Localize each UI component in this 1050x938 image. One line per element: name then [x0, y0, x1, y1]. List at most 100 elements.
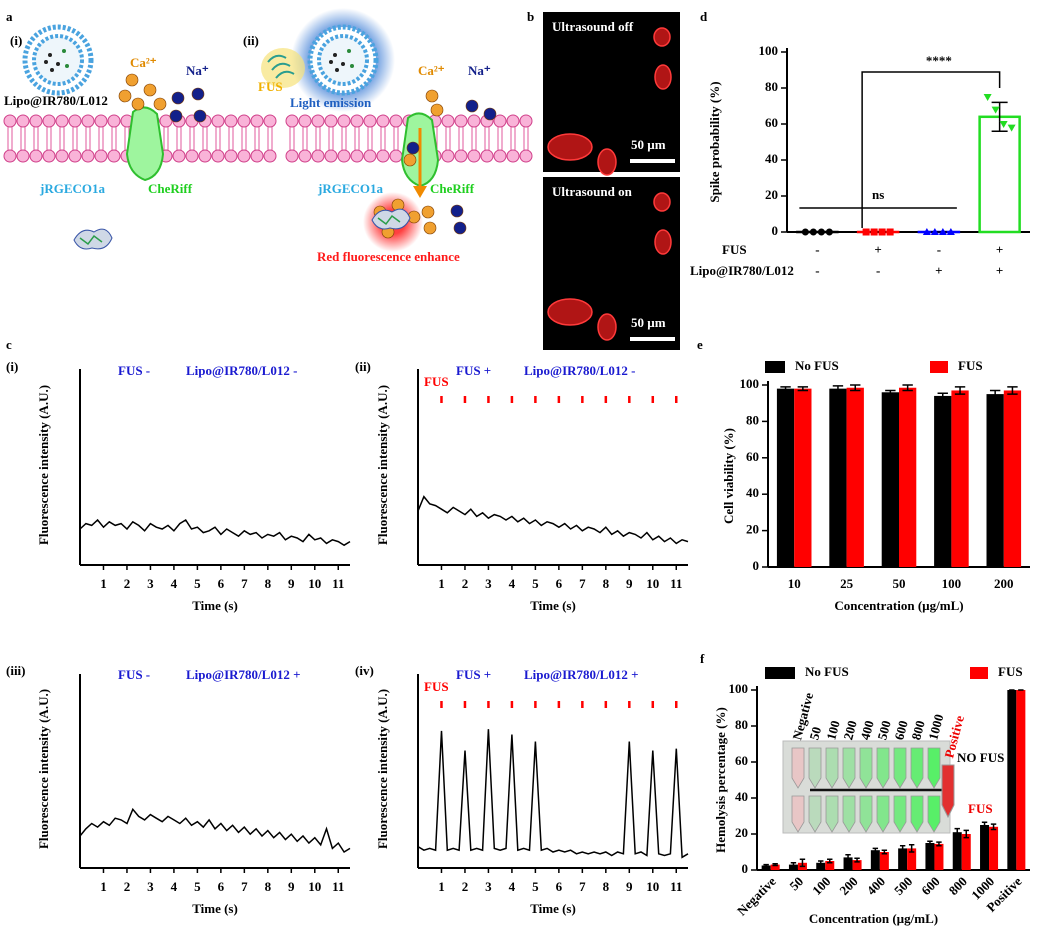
x-tick-label: 800: [946, 874, 970, 898]
x-tick-label: 6: [218, 576, 225, 591]
result-label: Red fluorescence enhance: [317, 249, 460, 264]
x-tick-label: 3: [147, 576, 154, 591]
image-title: Ultrasound on: [552, 184, 633, 199]
y-tick-label: 60: [746, 449, 759, 464]
error-bar: [799, 858, 806, 868]
decoration: [467, 149, 481, 163]
x-tick-label: 5: [194, 879, 201, 894]
x-tick-label: 7: [241, 879, 248, 894]
data-point: [862, 228, 870, 236]
panel-letter: b: [527, 9, 534, 24]
decoration: [125, 106, 165, 182]
inset-tube-label: 500: [874, 719, 894, 742]
bar: [770, 864, 780, 870]
error-bar: [845, 853, 851, 861]
x-tick-label: 7: [579, 879, 586, 894]
stimulus-label: FUS: [258, 79, 283, 94]
panel-letter: d: [700, 9, 708, 24]
condition-title: Lipo@IR780/L012 -: [186, 363, 297, 378]
condition-title: FUS +: [456, 667, 491, 682]
bar: [788, 864, 798, 870]
x-tick-label: 500: [891, 874, 915, 898]
decoration: [131, 97, 145, 111]
x-tick-label: 6: [556, 576, 563, 591]
error-bar: [954, 386, 966, 395]
y-tick-label: 40: [765, 151, 778, 166]
decoration: [376, 114, 390, 128]
error-bar: [899, 844, 906, 852]
scale-bar-label: 50 µm: [631, 137, 666, 152]
x-tick-label: 600: [918, 874, 942, 898]
y-tick-label: 40: [746, 485, 759, 500]
y-axis-title: Fluorescence intensity (A.U.): [375, 385, 390, 545]
bar: [870, 850, 880, 870]
y-tick-label: 80: [765, 79, 778, 94]
emission-label: Light emission: [290, 95, 372, 110]
inset-tube-label: 200: [840, 719, 860, 742]
decoration: [55, 114, 69, 128]
ion-label: Ca²⁺: [130, 55, 157, 70]
decoration: [153, 97, 167, 111]
decoration: [441, 114, 455, 128]
data-point: [886, 228, 894, 236]
trace-line: [79, 518, 351, 547]
bar: [816, 862, 826, 870]
decoration: [285, 149, 299, 163]
x-tick-label: 4: [171, 879, 178, 894]
legend-swatch: [970, 667, 988, 679]
decoration: [159, 114, 173, 128]
x-tick-label: 8: [265, 879, 272, 894]
decoration: [211, 114, 225, 128]
bar: [829, 388, 847, 567]
bar: [951, 390, 969, 567]
y-tick-label: 80: [735, 717, 748, 732]
decoration: [454, 149, 468, 163]
bar: [907, 848, 917, 870]
error-bar: [991, 101, 1008, 132]
tube: [910, 795, 924, 833]
x-tick-label: 50: [786, 874, 806, 894]
decoration: [263, 149, 277, 163]
x-tick-label: 9: [626, 879, 633, 894]
bar: [794, 388, 812, 567]
x-tick-label: 3: [485, 879, 492, 894]
decoration: [467, 114, 481, 128]
decoration: [341, 62, 345, 66]
tube: [927, 795, 941, 833]
decoration: [48, 53, 52, 57]
panel-letter: f: [700, 651, 705, 666]
ion-label: Ca²⁺: [418, 63, 445, 78]
tube: [859, 795, 873, 833]
data-point: [870, 228, 878, 236]
x-axis-title: Concentration (µg/mL): [809, 911, 938, 926]
decoration: [263, 114, 277, 128]
decoration: [73, 228, 113, 250]
x-tick-label: 4: [509, 576, 516, 591]
decoration: [377, 214, 401, 226]
decoration: [653, 192, 671, 212]
error-bar: [927, 840, 933, 846]
error-bar: [797, 386, 809, 392]
y-tick-label: 60: [735, 753, 748, 768]
decoration: [483, 107, 497, 121]
legend-swatch: [765, 667, 795, 679]
sub-label: (ii): [243, 33, 259, 48]
data-point: [817, 228, 825, 236]
decoration: [493, 114, 507, 128]
tube: [859, 747, 873, 789]
legend-label: No FUS: [795, 358, 839, 373]
decoration: [506, 114, 520, 128]
condition-name: Lipo@IR780/L012: [690, 263, 794, 278]
decoration: [403, 153, 417, 167]
error-bar: [772, 862, 778, 867]
decoration: [441, 149, 455, 163]
tube: [842, 747, 856, 789]
panel-letter: a: [6, 9, 13, 24]
x-tick-label: 10: [308, 879, 321, 894]
decoration: [56, 62, 60, 66]
decoration: [547, 133, 593, 161]
x-tick-label: 7: [241, 576, 248, 591]
decoration: [94, 149, 108, 163]
error-bar: [790, 862, 797, 868]
